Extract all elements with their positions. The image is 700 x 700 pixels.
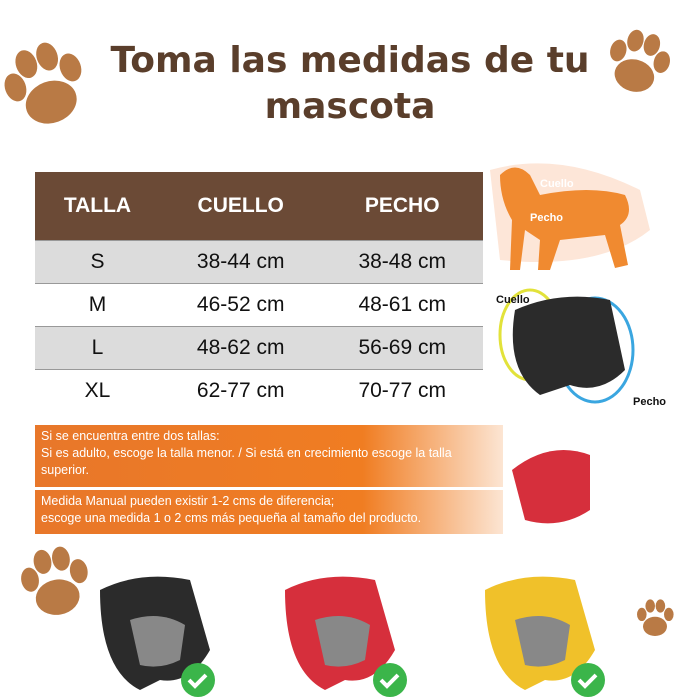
note-line: Medida Manual pueden existir 1-2 cms de … <box>41 494 335 508</box>
table-row: L 48-62 cm 56-69 cm <box>35 326 483 370</box>
table-row: M 46-52 cm 48-61 cm <box>35 283 483 327</box>
table-cell: 46-52 cm <box>159 283 322 327</box>
harness-chest-label: Pecho <box>633 396 667 408</box>
note: Medida Manual pueden existir 1-2 cms de … <box>35 490 503 534</box>
note-line: Si es adulto, escoge la talla menor. / S… <box>41 446 452 477</box>
table-cell: XL <box>35 369 160 412</box>
column-header: TALLA <box>35 172 160 241</box>
table-cell: 48-62 cm <box>159 326 322 370</box>
size-table: TALLA CUELLO PECHO S 38-44 cm 38-48 cm M 46-52 … <box>35 172 483 412</box>
table-cell: 38-44 cm <box>159 240 322 284</box>
note-line: Si se encuentra entre dos tallas: <box>41 429 220 443</box>
table-cell: 48-61 cm <box>321 283 483 327</box>
table-cell: S <box>35 240 160 284</box>
table-cell: 70-77 cm <box>321 369 483 412</box>
note: Si se encuentra entre dos tallas: Si es a… <box>35 425 503 487</box>
dog-neck-label: Cuello <box>540 178 574 190</box>
table-cell: 38-48 cm <box>321 240 483 284</box>
harness-neck-label: Cuello <box>496 294 530 306</box>
title: Toma las medidas de tu mascota <box>110 40 590 127</box>
dog-chest-label: Pecho <box>530 212 564 224</box>
table-cell: L <box>35 326 160 370</box>
table-row: XL 62-77 cm 70-77 cm <box>35 369 483 412</box>
column-header: CUELLO <box>159 172 322 241</box>
table-cell: 62-77 cm <box>159 369 322 412</box>
note-line: escoge una medida 1 o 2 cms más pequeña … <box>41 511 422 525</box>
table-cell: M <box>35 283 160 327</box>
column-header: PECHO <box>321 172 483 241</box>
table-cell: 56-69 cm <box>321 326 483 370</box>
table-row: S 38-44 cm 38-48 cm <box>35 240 483 284</box>
